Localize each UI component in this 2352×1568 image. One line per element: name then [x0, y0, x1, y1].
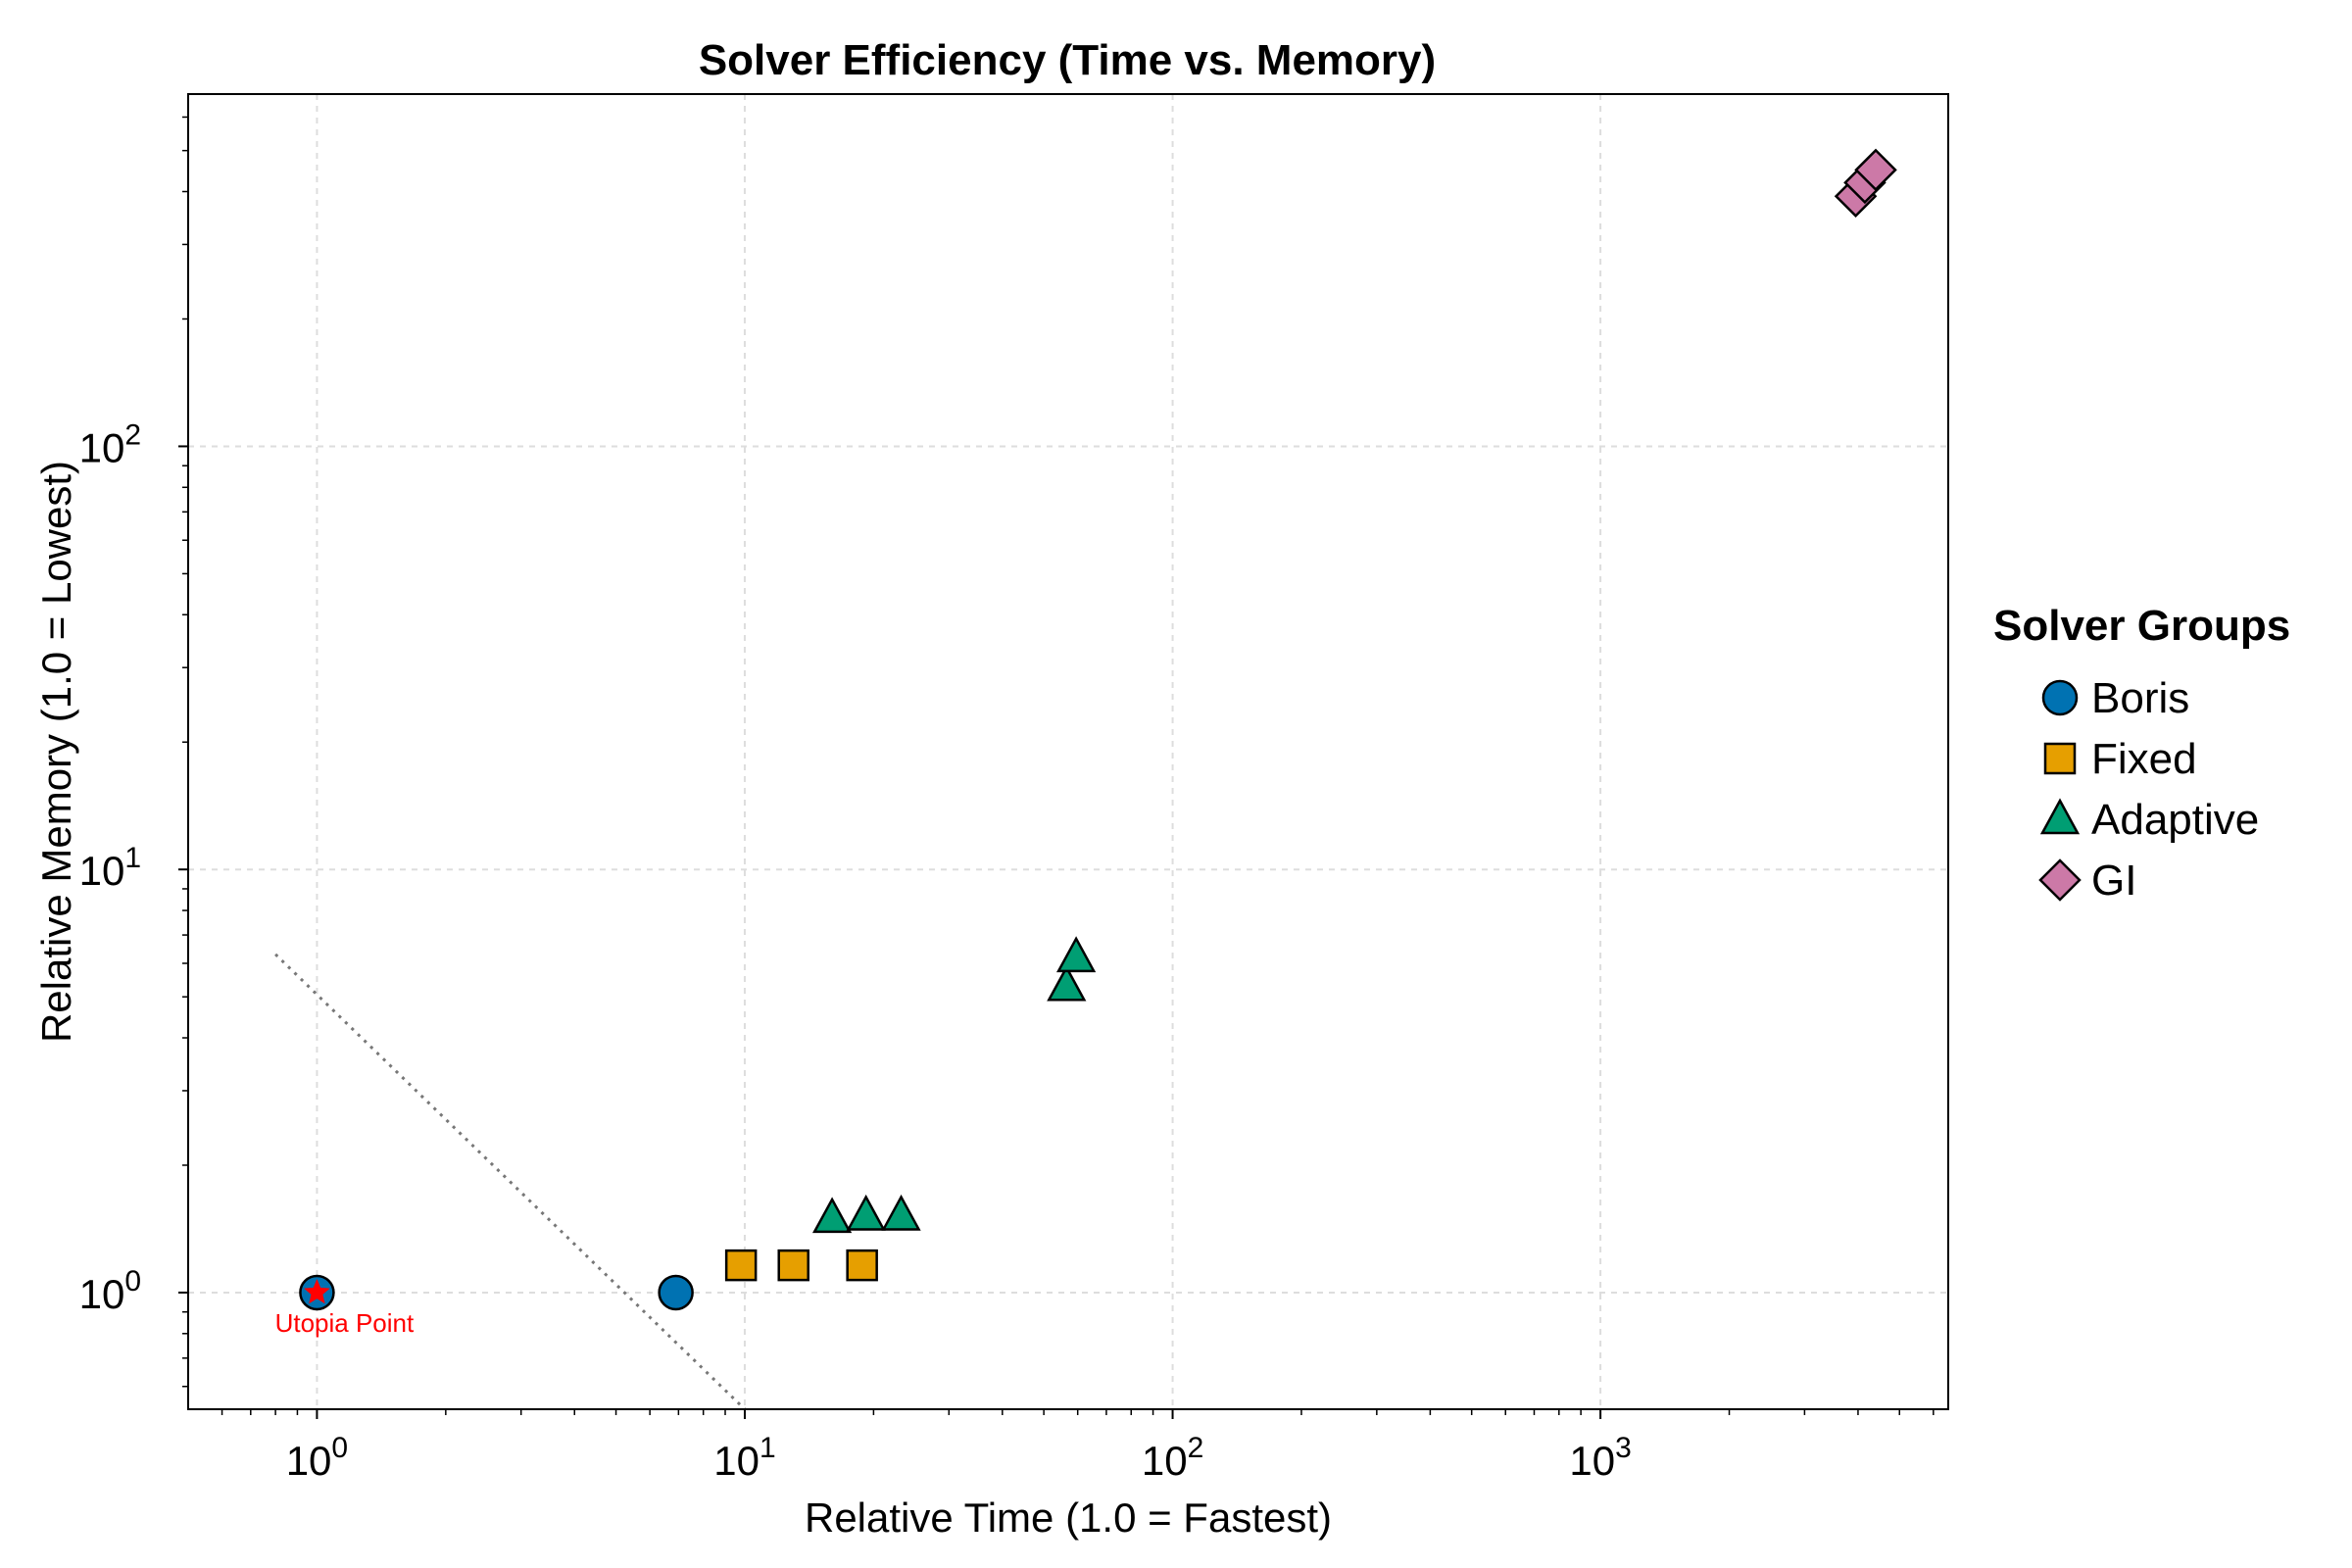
fixed-point — [777, 1249, 809, 1282]
chart-title: Solver Efficiency (Time vs. Memory) — [699, 36, 1436, 84]
fixed-point — [846, 1249, 878, 1282]
adaptive-point — [1047, 964, 1087, 1002]
reference-line — [274, 953, 747, 1411]
x-tick-label: 102 — [1142, 1432, 1203, 1484]
data-points — [299, 148, 1897, 1311]
legend: Solver Groups Boris Fixed Adaptive GI — [1993, 602, 2290, 905]
fixed-point — [724, 1249, 758, 1282]
y-axis-label: Relative Memory (1.0 = Lowest) — [33, 461, 79, 1043]
y-tick-label: 100 — [79, 1265, 141, 1317]
annotations: Utopia Point — [275, 1279, 415, 1338]
legend-label-gi: GI — [2091, 857, 2136, 905]
adaptive-point — [811, 1197, 853, 1234]
grid-lines — [188, 94, 1948, 1409]
legend-boris-marker — [2041, 679, 2079, 716]
legend-fixed-marker — [2043, 742, 2077, 775]
legend-gi-marker — [2038, 858, 2082, 902]
y-tick-label: 101 — [79, 842, 141, 894]
legend-adaptive-marker — [2039, 798, 2081, 835]
dotted-guide-line — [274, 953, 747, 1411]
y-tick-label: 102 — [79, 418, 141, 470]
utopia-star-marker — [304, 1279, 330, 1304]
plot-area-frame — [187, 93, 1949, 1410]
adaptive-point — [881, 1194, 921, 1231]
boris-point — [658, 1274, 694, 1311]
utopia-point-label: Utopia Point — [275, 1308, 415, 1338]
x-tick-label: 103 — [1569, 1432, 1631, 1484]
legend-label-adaptive: Adaptive — [2091, 796, 2259, 844]
x-axis-label: Relative Time (1.0 = Fastest) — [805, 1494, 1332, 1541]
x-tick-label: 101 — [713, 1432, 775, 1484]
legend-title: Solver Groups — [1993, 602, 2290, 650]
axis-ticks: 100 101 102 103 100 101 102 — [79, 116, 1935, 1484]
x-tick-label: 100 — [286, 1432, 348, 1484]
adaptive-point — [1056, 936, 1097, 973]
legend-label-fixed: Fixed — [2091, 735, 2197, 783]
adaptive-point — [846, 1194, 886, 1231]
legend-label-boris: Boris — [2091, 674, 2189, 722]
gi-point — [1854, 148, 1897, 192]
